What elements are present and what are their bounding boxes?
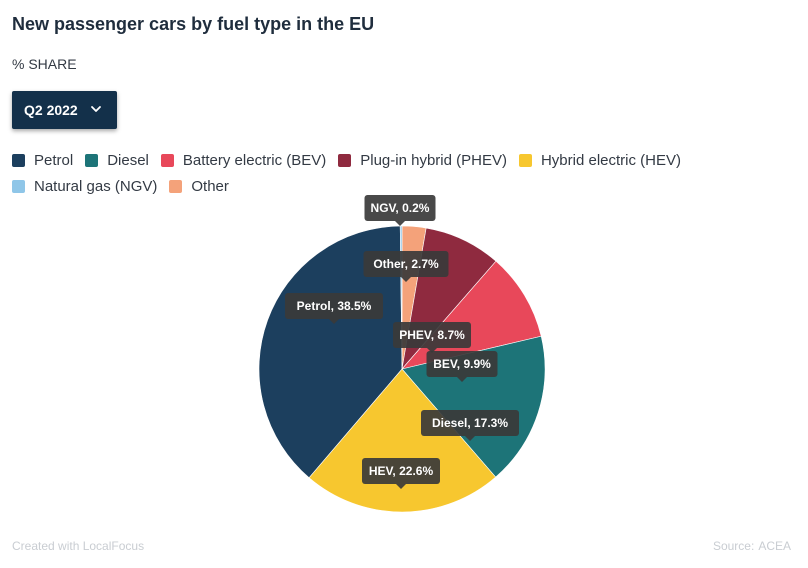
pie-slice-hev[interactable]: [308, 368, 497, 513]
legend-swatch-other: [169, 180, 183, 193]
data-label-bev: BEV, 9.9%: [426, 351, 498, 382]
pie-slice-petrol[interactable]: [258, 225, 403, 479]
data-label-box-phev: [393, 322, 471, 348]
legend-swatch-diesel: [85, 154, 99, 167]
data-label-box-petrol: [285, 293, 383, 319]
legend-item-ngv[interactable]: Natural gas (NGV): [12, 177, 157, 196]
data-label-phev: PHEV, 8.7%: [393, 322, 471, 353]
legend-item-petrol[interactable]: Petrol: [12, 151, 73, 170]
data-label-pointer-hev: [396, 484, 406, 489]
source-note: Source: ACEA: [709, 539, 791, 553]
legend-label-phev: Plug-in hybrid (PHEV): [360, 152, 507, 169]
pie-data-labels: Other, 2.7% PHEV, 8.7% BEV, 9.9% Diesel, 17…: [285, 195, 519, 489]
data-label-other: Other, 2.7%: [363, 251, 449, 282]
source-label: Source:: [712, 539, 755, 553]
legend-label-diesel: Diesel: [107, 152, 149, 169]
legend-label-hev: Hybrid electric (HEV): [540, 152, 681, 169]
data-label-text-bev: BEV, 9.9%: [433, 357, 491, 371]
period-dropdown-value: Q2 2022: [24, 102, 78, 118]
data-label-pointer-bev: [457, 377, 467, 382]
data-label-diesel: Diesel, 17.3%: [421, 410, 519, 441]
data-label-text-other: Other, 2.7%: [373, 257, 439, 271]
chart-title: New passenger cars by fuel type in the E…: [12, 14, 375, 34]
data-label-pointer-diesel: [465, 436, 475, 441]
data-label-box-hev: [362, 458, 440, 484]
legend-label-bev: Battery electric (BEV): [182, 152, 327, 169]
data-label-ngv: NGV, 0.2%: [364, 195, 436, 226]
legend-label-ngv: Natural gas (NGV): [34, 178, 158, 195]
legend-label-petrol: Petrol: [34, 152, 74, 169]
legend-item-bev[interactable]: Battery electric (BEV): [160, 151, 327, 170]
legend-swatch-phev: [338, 154, 352, 167]
legend: Petrol Diesel Battery electric (BEV) Plu…: [12, 151, 792, 196]
chart-subtitle: % SHARE: [12, 56, 77, 72]
data-label-petrol: Petrol, 38.5%: [285, 293, 383, 324]
legend-label-other: Other: [191, 178, 229, 195]
data-label-pointer-other: [401, 277, 411, 282]
source-value: ACEA: [758, 539, 791, 553]
legend-swatch-bev: [160, 154, 174, 167]
data-label-text-phev: PHEV, 8.7%: [399, 328, 465, 342]
credit-text: Created with LocalFocus: [12, 539, 145, 553]
data-label-pointer-ngv: [395, 221, 405, 226]
legend-item-other[interactable]: Other: [169, 177, 229, 196]
data-label-box-bev: [426, 351, 498, 377]
data-label-pointer-phev: [427, 348, 437, 353]
data-label-box-ngv: [364, 195, 436, 221]
data-label-text-petrol: Petrol, 38.5%: [297, 299, 372, 313]
legend-swatch-petrol: [12, 154, 25, 167]
data-label-pointer-petrol: [329, 319, 339, 324]
legend-item-diesel[interactable]: Diesel: [85, 151, 149, 170]
chevron-down-icon: [91, 106, 101, 112]
data-label-text-hev: HEV, 22.6%: [369, 464, 434, 478]
data-label-box-other: [363, 251, 449, 277]
data-label-text-ngv: NGV, 0.2%: [371, 201, 430, 215]
data-label-text-diesel: Diesel, 17.3%: [432, 416, 508, 430]
legend-item-hev[interactable]: Hybrid electric (HEV): [518, 151, 681, 170]
data-label-hev: HEV, 22.6%: [362, 458, 440, 489]
period-dropdown[interactable]: Q2 2022: [12, 91, 117, 129]
legend-swatch-ngv: [12, 180, 25, 193]
data-label-box-diesel: [421, 410, 519, 436]
legend-item-phev[interactable]: Plug-in hybrid (PHEV): [338, 151, 507, 170]
legend-swatch-hev: [518, 154, 532, 167]
